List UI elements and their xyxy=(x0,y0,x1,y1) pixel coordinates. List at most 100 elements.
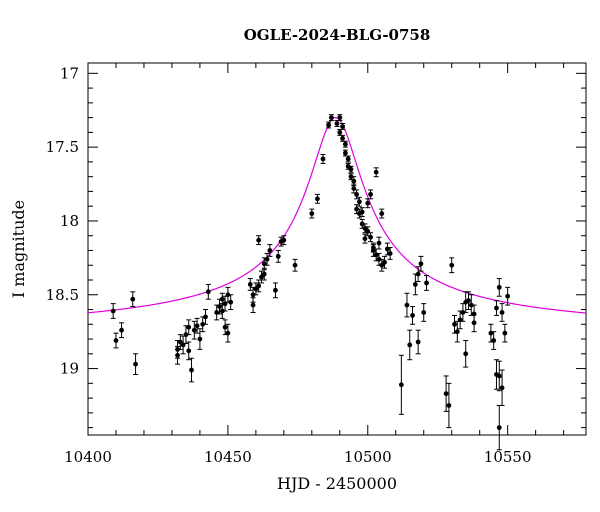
point-marker xyxy=(113,338,119,343)
point-marker xyxy=(449,262,455,268)
point-marker xyxy=(387,251,393,256)
point-marker xyxy=(186,324,192,330)
point-marker xyxy=(365,200,371,206)
point-marker xyxy=(228,299,234,305)
point-marker xyxy=(264,256,270,262)
point-marker xyxy=(292,262,298,268)
point-marker xyxy=(491,338,497,343)
data-point xyxy=(337,128,343,136)
data-point xyxy=(421,303,427,322)
data-point xyxy=(348,165,354,173)
point-marker xyxy=(368,234,373,240)
data-point xyxy=(463,340,469,368)
data-point xyxy=(505,286,511,306)
data-point xyxy=(493,359,499,390)
point-marker xyxy=(110,308,116,314)
point-marker xyxy=(499,310,505,315)
data-point xyxy=(186,341,192,361)
point-marker xyxy=(281,237,287,243)
data-point xyxy=(404,292,410,318)
point-marker xyxy=(505,293,511,299)
y-tick-label: 17.5 xyxy=(46,138,79,156)
point-marker xyxy=(247,282,253,287)
data-point xyxy=(186,319,192,336)
point-marker xyxy=(119,327,124,333)
x-tick-labels: 10400 10450 10500 10550 xyxy=(64,448,531,466)
data-point xyxy=(225,286,231,303)
data-point xyxy=(443,375,449,412)
data-point xyxy=(376,236,382,250)
point-marker xyxy=(320,156,326,162)
chart-title: OGLE-2024-BLG-0758 xyxy=(244,26,431,44)
x-axis-label: HJD - 2450000 xyxy=(277,474,397,493)
data-point xyxy=(449,257,455,274)
data-point xyxy=(345,155,351,163)
point-marker xyxy=(496,373,502,379)
point-marker xyxy=(424,280,429,286)
data-point xyxy=(119,322,125,339)
point-marker xyxy=(334,121,340,126)
point-marker xyxy=(345,156,351,162)
data-point xyxy=(309,208,315,219)
data-point xyxy=(370,244,376,257)
point-marker xyxy=(340,124,345,129)
data-point xyxy=(359,207,365,218)
point-marker xyxy=(463,351,469,357)
data-point xyxy=(133,353,139,375)
point-marker xyxy=(471,320,477,326)
data-point xyxy=(373,167,379,178)
data-point xyxy=(356,196,362,207)
point-marker xyxy=(225,292,231,298)
point-marker xyxy=(130,296,136,302)
point-marker xyxy=(354,206,359,212)
point-marker xyxy=(256,237,262,243)
data-point xyxy=(194,317,200,334)
data-points xyxy=(110,114,511,451)
point-marker xyxy=(225,330,231,336)
point-marker xyxy=(175,352,180,358)
point-marker xyxy=(194,323,200,329)
point-marker xyxy=(398,382,404,388)
data-point xyxy=(183,325,189,344)
x-tick-label: 10450 xyxy=(204,448,252,466)
plot-area: 10400 10450 10500 10550 17 17.5 18 18.5 19 xyxy=(46,62,587,466)
point-marker xyxy=(340,135,345,141)
point-marker xyxy=(326,122,332,128)
data-point xyxy=(368,232,374,243)
axis-ticks xyxy=(87,63,586,435)
point-marker xyxy=(203,314,208,320)
x-tick-label: 10400 xyxy=(64,448,112,466)
point-marker xyxy=(359,209,365,215)
point-marker xyxy=(466,298,471,304)
data-point xyxy=(256,235,262,246)
data-point xyxy=(424,275,430,291)
data-point xyxy=(354,204,360,215)
data-point xyxy=(368,189,374,200)
point-marker xyxy=(454,329,460,335)
point-marker xyxy=(412,282,418,287)
data-point xyxy=(267,244,273,257)
data-point xyxy=(130,291,136,308)
point-marker xyxy=(183,332,189,338)
data-point xyxy=(418,255,424,272)
data-point xyxy=(496,404,502,451)
point-marker xyxy=(205,289,211,295)
data-point xyxy=(189,357,195,383)
data-point xyxy=(415,329,421,355)
point-marker xyxy=(250,302,256,308)
data-point xyxy=(334,120,340,127)
data-point xyxy=(410,306,416,325)
point-marker xyxy=(460,310,466,315)
data-point xyxy=(256,279,262,293)
data-point xyxy=(496,278,502,297)
point-marker xyxy=(379,211,385,216)
data-point xyxy=(340,123,346,130)
data-point xyxy=(446,382,452,429)
point-marker xyxy=(222,324,228,330)
data-point xyxy=(398,354,404,415)
data-point xyxy=(342,140,348,148)
point-marker xyxy=(468,302,474,308)
data-point xyxy=(292,258,298,272)
data-point xyxy=(499,369,505,406)
